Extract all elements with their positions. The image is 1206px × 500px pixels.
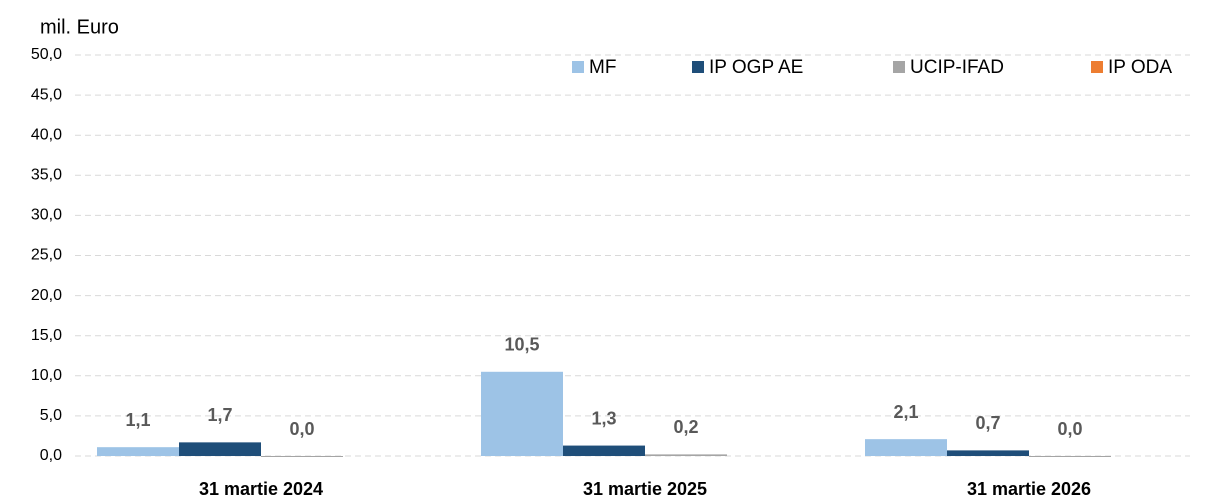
legend-label: MF — [589, 57, 616, 78]
y-tick-label: 10,0 — [31, 367, 62, 384]
y-tick-label: 40,0 — [31, 126, 62, 143]
y-tick-label: 30,0 — [31, 207, 62, 224]
x-tick-label: 31 martie 2026 — [967, 479, 1091, 499]
value-label: 2,1 — [893, 402, 918, 422]
bar — [481, 371, 563, 456]
y-tick-label: 0,0 — [40, 447, 62, 464]
legend-label: UCIP-IFAD — [910, 57, 1004, 78]
x-tick-label: 31 martie 2024 — [199, 479, 323, 499]
bar — [865, 439, 947, 456]
y-tick-label: 35,0 — [31, 167, 62, 184]
y-axis-label: mil. Euro — [40, 16, 119, 38]
bar — [1029, 456, 1111, 457]
value-label: 0,0 — [289, 419, 314, 439]
value-label: 0,0 — [1057, 419, 1082, 439]
x-tick-label: 31 martie 2025 — [583, 479, 707, 499]
legend-label: IP OGP AE — [709, 57, 803, 78]
legend-label: IP ODA — [1108, 57, 1172, 78]
value-label: 1,3 — [591, 408, 616, 428]
bar — [563, 445, 645, 456]
bar — [261, 456, 343, 457]
bar — [947, 450, 1029, 456]
value-label: 1,7 — [207, 405, 232, 425]
bar — [645, 454, 727, 456]
y-tick-label: 50,0 — [31, 46, 62, 63]
legend-swatch — [572, 61, 584, 73]
legend-swatch — [692, 61, 704, 73]
y-tick-label: 20,0 — [31, 287, 62, 304]
y-tick-label: 15,0 — [31, 327, 62, 344]
legend-swatch — [1091, 61, 1103, 73]
legend-swatch — [893, 61, 905, 73]
bar — [97, 447, 179, 456]
value-label: 1,1 — [125, 410, 150, 430]
y-tick-label: 5,0 — [40, 407, 62, 424]
value-label: 0,2 — [673, 417, 698, 437]
y-tick-label: 25,0 — [31, 247, 62, 264]
y-tick-label: 45,0 — [31, 86, 62, 103]
value-label: 10,5 — [504, 335, 539, 355]
bar — [179, 442, 261, 456]
value-label: 0,7 — [975, 413, 1000, 433]
